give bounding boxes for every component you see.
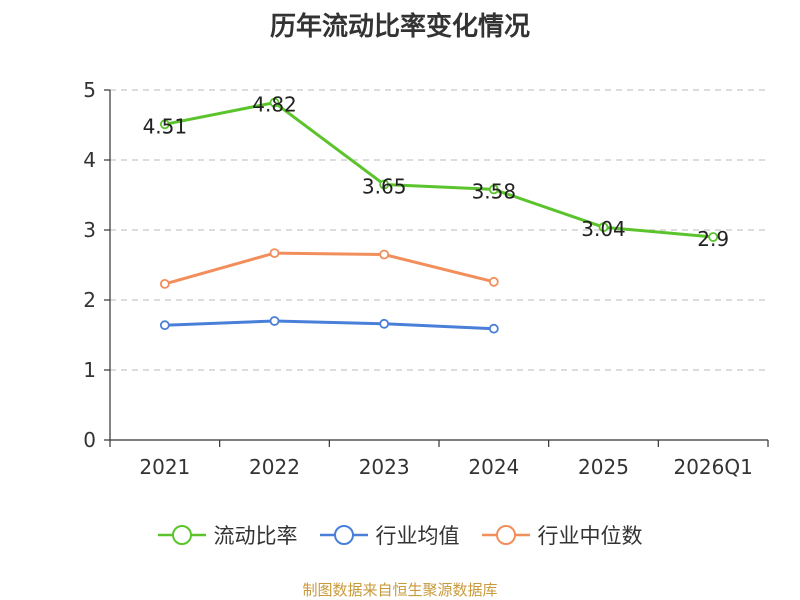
data-label: 3.65 (362, 175, 407, 199)
legend: 流动比率 行业均值 行业中位数 (0, 520, 800, 550)
y-tick-label: 1 (83, 358, 96, 382)
data-point (379, 179, 390, 190)
data-point (269, 97, 280, 108)
legend-item-industry-mean[interactable]: 行业均值 (319, 520, 460, 550)
x-tick-label: 2026Q1 (673, 455, 752, 479)
chart-title: 历年流动比率变化情况 (269, 12, 530, 42)
x-tick-label: 2021 (139, 455, 190, 479)
legend-item-industry-median[interactable]: 行业中位数 (481, 520, 643, 550)
grid-layer (110, 89, 768, 371)
legend-marker-current-ratio (157, 525, 206, 545)
series-line (164, 251, 495, 286)
y-tick-label: 3 (83, 218, 96, 242)
data-point (379, 318, 390, 329)
data-point (159, 119, 170, 130)
legend-label-current-ratio: 流动比率 (213, 524, 298, 548)
data-point (598, 222, 609, 233)
series-line (164, 101, 714, 239)
x-tick-label: 2022 (249, 455, 300, 479)
series-line (164, 319, 494, 331)
data-point (159, 278, 170, 289)
legend-marker-industry-median (481, 525, 530, 545)
x-tick-label: 2023 (359, 455, 410, 479)
data-label: 3.58 (472, 179, 517, 203)
data-point (269, 316, 280, 326)
data-point (488, 276, 499, 287)
data-point (488, 323, 499, 334)
y-tick-label: 2 (83, 288, 96, 312)
data-point (708, 232, 719, 242)
legend-label-industry-mean: 行业均值 (375, 524, 460, 548)
data-point (269, 248, 280, 259)
y-tick-label: 4 (83, 148, 96, 172)
data-point (379, 249, 390, 260)
data-label: 4.51 (143, 114, 188, 138)
data-label: 2.9 (697, 227, 729, 251)
x-tick-label: 2024 (468, 455, 519, 479)
y-tick-label: 5 (83, 78, 96, 102)
label-layer: 4.51 4.82 3.65 3.58 3.04 2.9 (143, 93, 730, 251)
data-point (488, 184, 499, 195)
legend-label-industry-median: 行业中位数 (537, 524, 643, 548)
data-label: 3.04 (581, 217, 626, 241)
series-layer (159, 97, 719, 334)
y-tick-label: 0 (83, 428, 96, 452)
axis-layer: 0 1 2 3 4 5 2021 2022 2023 2024 2025 2026Q1 (83, 78, 769, 479)
legend-item-current-ratio[interactable]: 流动比率 (157, 520, 298, 550)
data-point (159, 320, 170, 331)
x-tick-label: 2025 (578, 455, 629, 479)
legend-marker-industry-mean (319, 525, 368, 545)
source-note: 制图数据来自恒生聚源数据库 (302, 581, 498, 599)
data-label: 4.82 (252, 93, 297, 117)
